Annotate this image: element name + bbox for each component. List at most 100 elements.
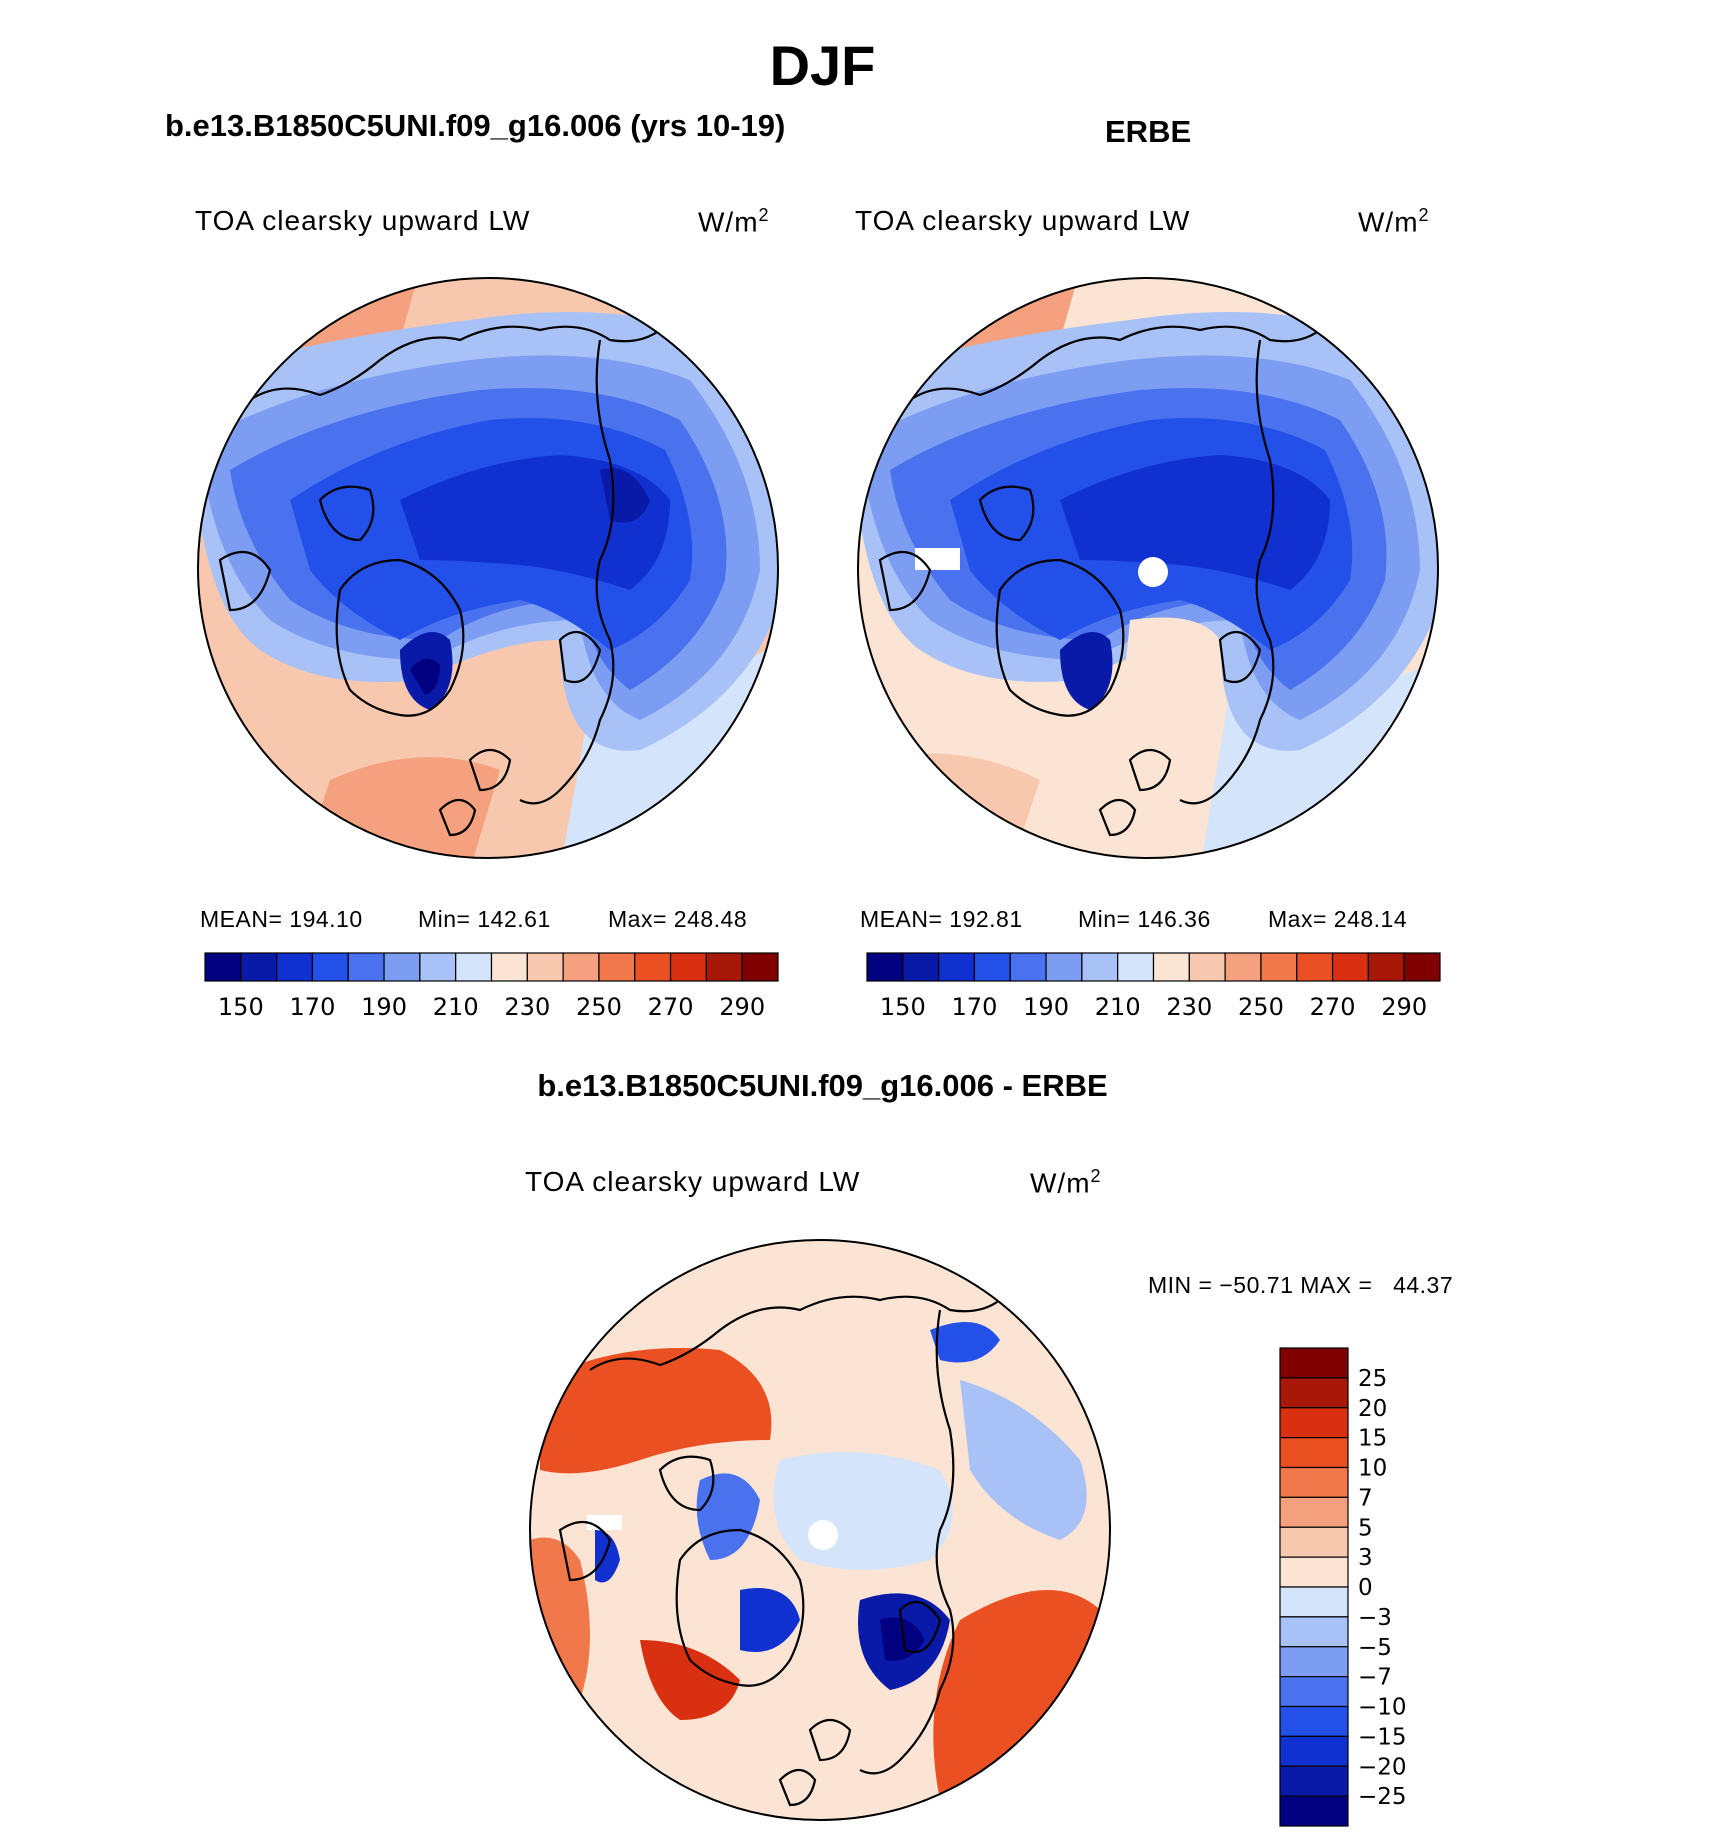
obs-colorbar-box bbox=[1296, 952, 1334, 982]
diff-colorbar-tick-label: 7 bbox=[1358, 1485, 1373, 1511]
obs-colorbar-box bbox=[866, 952, 904, 982]
obs-colorbar-tick-label: 270 bbox=[1310, 993, 1356, 1021]
obs-colorbar-box bbox=[1188, 952, 1226, 982]
diff-field-light-blue-e bbox=[960, 1380, 1087, 1540]
model-field-min-core bbox=[410, 658, 440, 695]
model-colorbar-box bbox=[598, 952, 636, 982]
model-units-label: W/m2 bbox=[698, 205, 770, 238]
model-colorbar-box bbox=[741, 952, 779, 982]
diff-polar-map bbox=[529, 1239, 1111, 1821]
obs-units-sup: 2 bbox=[1418, 205, 1430, 225]
model-colorbar-box bbox=[240, 952, 278, 982]
model-colorbar-tick-label: 210 bbox=[433, 993, 479, 1021]
model-colorbar-box bbox=[634, 952, 672, 982]
model-colorbar-box bbox=[419, 952, 457, 982]
model-colorbar-tick-label: 230 bbox=[504, 993, 550, 1021]
obs-max-stat: Max= 248.14 bbox=[1268, 906, 1408, 932]
model-polar-map bbox=[197, 277, 779, 859]
diff-colorbar-tick-label: 0 bbox=[1358, 1575, 1373, 1601]
model-colorbar-tick-label: 290 bbox=[719, 993, 765, 1021]
diff-colorbar-tick-label: 20 bbox=[1358, 1396, 1387, 1422]
obs-colorbar-box bbox=[973, 952, 1011, 982]
obs-colorbar-box bbox=[902, 952, 940, 982]
model-map-border bbox=[197, 277, 779, 859]
model-max-stat: Max= 248.48 bbox=[608, 906, 748, 932]
diff-colorbar-box bbox=[1279, 1735, 1349, 1767]
diff-units-sup: 2 bbox=[1090, 1166, 1102, 1186]
obs-variable-label: TOA clearsky upward LW bbox=[855, 205, 1191, 236]
model-colorbar-box bbox=[526, 952, 564, 982]
model-colorbar-tick-label: 250 bbox=[576, 993, 622, 1021]
obs-colorbar-tick-label: 290 bbox=[1381, 993, 1427, 1021]
diff-colorbar-tick-label: −7 bbox=[1358, 1665, 1392, 1691]
obs-coastlines bbox=[878, 325, 1321, 837]
diff-field-blue-archipelago bbox=[696, 1473, 760, 1560]
diff-colorbar-tick-label: −20 bbox=[1358, 1754, 1407, 1780]
diff-colorbar: 25 20 15 10 7 5 3 0 −3 −5 −7 −10 −15 −20 −25 bbox=[1279, 1347, 1407, 1827]
obs-colorbar-box bbox=[1403, 952, 1441, 982]
diff-colorbar-tick-label: 15 bbox=[1358, 1426, 1387, 1452]
obs-colorbar-box bbox=[1045, 952, 1083, 982]
diff-minmax-stat: MIN = −50.71 MAX = 44.37 bbox=[1148, 1272, 1454, 1298]
model-colorbar-box bbox=[669, 952, 707, 982]
diff-units-label: W/m2 bbox=[1030, 1166, 1102, 1199]
obs-colorbar-box bbox=[1224, 952, 1262, 982]
diff-colorbar-box bbox=[1279, 1437, 1349, 1469]
diff-field-warm-se bbox=[933, 1590, 1110, 1810]
season-title: DJF bbox=[769, 34, 876, 97]
diff-colorbar-box bbox=[1279, 1347, 1349, 1379]
model-colorbar-tick-label: 150 bbox=[218, 993, 264, 1021]
diff-colorbar-box bbox=[1279, 1795, 1349, 1827]
diff-colorbar-box bbox=[1279, 1646, 1349, 1678]
diff-colorbar-box bbox=[1279, 1765, 1349, 1797]
model-colorbar-box bbox=[311, 952, 349, 982]
diff-colorbar-tick-label: −3 bbox=[1358, 1605, 1392, 1631]
diff-colorbar-box bbox=[1279, 1407, 1349, 1439]
diff-colorbar-tick-label: −5 bbox=[1358, 1635, 1392, 1661]
model-colorbar-tick-label: 170 bbox=[290, 993, 336, 1021]
model-colorbar-box bbox=[276, 952, 314, 982]
diff-field-warm-nw bbox=[540, 1348, 772, 1474]
obs-pole-hole bbox=[1138, 557, 1168, 587]
diff-colorbar-box bbox=[1279, 1586, 1349, 1618]
model-mean-stat: MEAN= 194.10 bbox=[200, 906, 363, 932]
diff-field-warm-sw bbox=[640, 1640, 740, 1720]
diff-units: W/m bbox=[1030, 1167, 1091, 1199]
model-panel-title: b.e13.B1850C5UNI.f09_g16.006 (yrs 10-19) bbox=[165, 108, 786, 143]
model-coastlines bbox=[218, 325, 661, 837]
model-variable-label: TOA clearsky upward LW bbox=[195, 205, 531, 236]
obs-colorbar-box bbox=[1117, 952, 1155, 982]
obs-map-border bbox=[857, 277, 1439, 859]
obs-polar-map bbox=[857, 277, 1439, 859]
model-colorbar-box bbox=[562, 952, 600, 982]
diff-colorbar-tick-label: −25 bbox=[1358, 1784, 1407, 1810]
obs-field-greenland-core bbox=[1060, 632, 1113, 710]
diff-colorbar-tick-label: −10 bbox=[1358, 1695, 1407, 1721]
diff-panel-title: b.e13.B1850C5UNI.f09_g16.006 - ERBE bbox=[537, 1068, 1108, 1103]
obs-units: W/m bbox=[1358, 206, 1419, 238]
model-units-sup: 2 bbox=[758, 205, 770, 225]
model-colorbar-box bbox=[705, 952, 743, 982]
diff-colorbar-box bbox=[1279, 1377, 1349, 1409]
diff-colorbar-box bbox=[1279, 1556, 1349, 1588]
obs-mean-stat: MEAN= 192.81 bbox=[860, 906, 1023, 932]
diff-colorbar-tick-label: 5 bbox=[1358, 1515, 1373, 1541]
obs-colorbar-tick-label: 230 bbox=[1166, 993, 1212, 1021]
model-colorbar-box bbox=[490, 952, 528, 982]
obs-field-europe-warm bbox=[1120, 617, 1222, 760]
diff-field-pale-center bbox=[773, 1452, 953, 1570]
model-colorbar-box bbox=[204, 952, 242, 982]
model-colorbar-box bbox=[455, 952, 493, 982]
diff-colorbar-box bbox=[1279, 1496, 1349, 1528]
obs-colorbar-box bbox=[1009, 952, 1047, 982]
diff-colorbar-tick-label: −15 bbox=[1358, 1724, 1407, 1750]
obs-colorbar-box bbox=[938, 952, 976, 982]
model-colorbar-box bbox=[383, 952, 421, 982]
diff-colorbar-box bbox=[1279, 1466, 1349, 1498]
diff-field-blue-alaska bbox=[595, 1530, 620, 1583]
obs-colorbar-box bbox=[1367, 952, 1405, 982]
diff-coastlines bbox=[558, 1295, 1001, 1807]
model-units: W/m bbox=[698, 206, 759, 238]
obs-colorbar: 150 170 190 210 230 250 270 290 bbox=[866, 952, 1441, 1021]
